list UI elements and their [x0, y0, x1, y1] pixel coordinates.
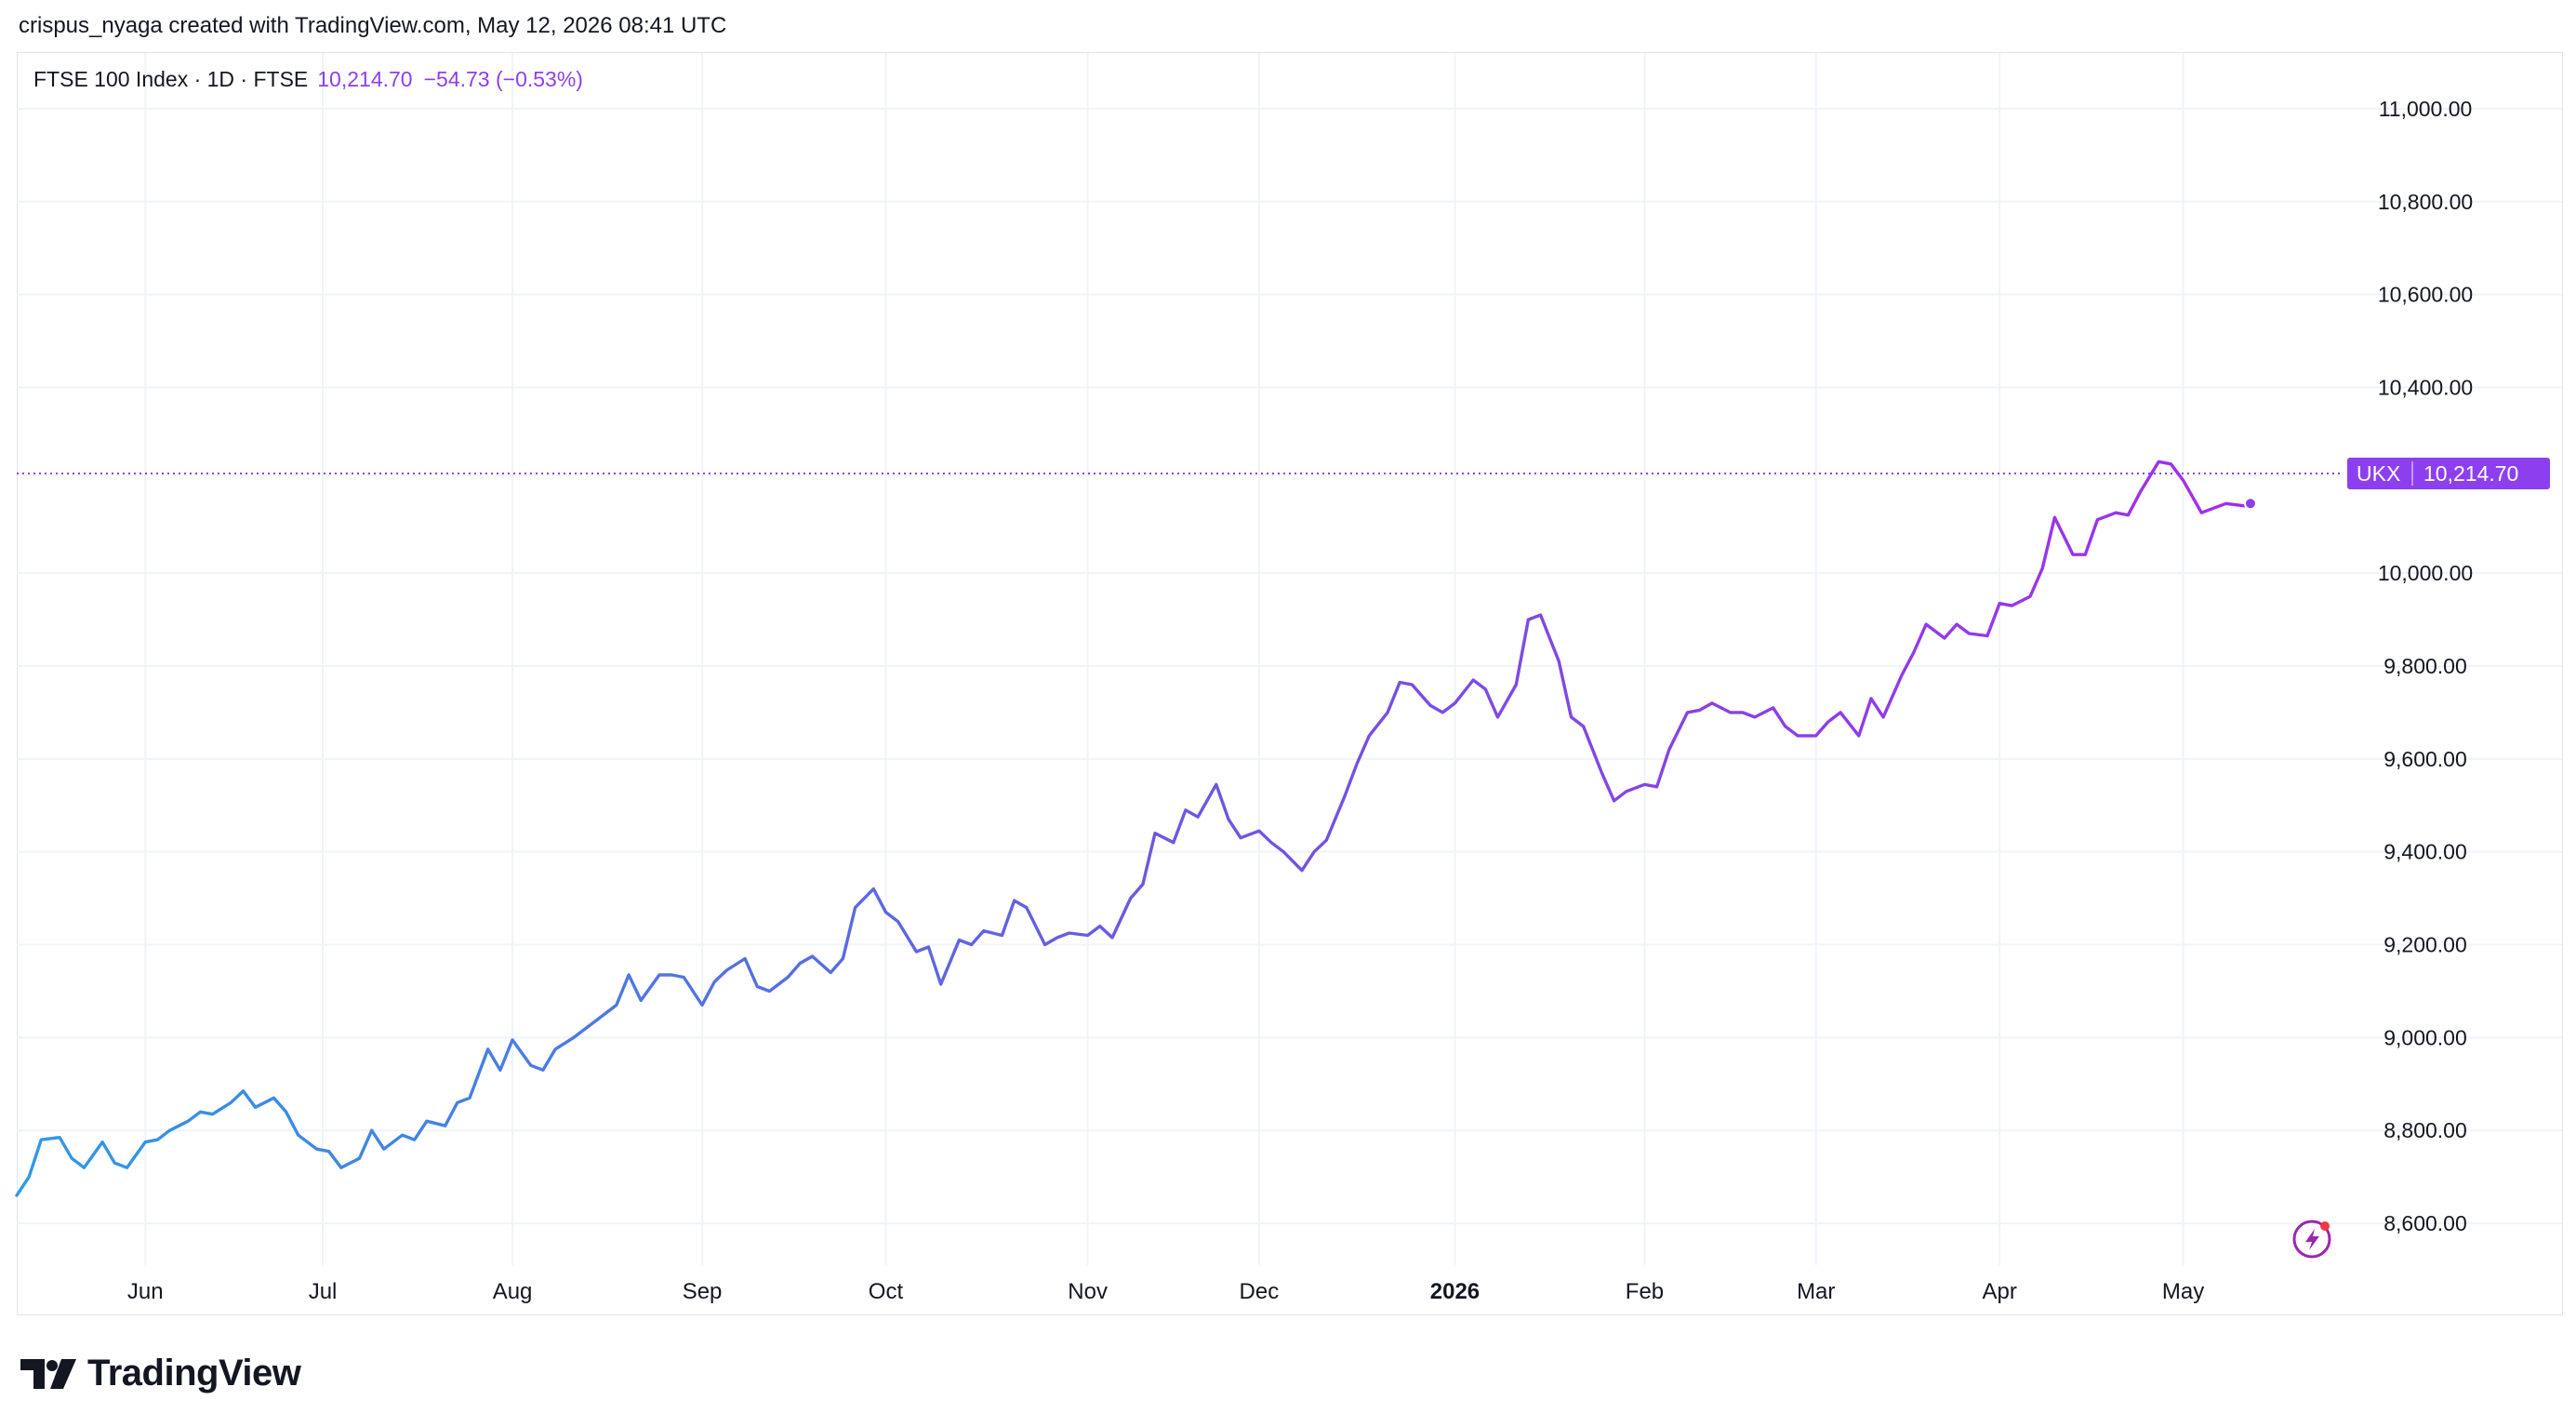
chart-frame [17, 52, 2563, 1315]
y-tick-label: 9,800.00 [2383, 654, 2467, 678]
price-tag-ticker: UKX [2357, 461, 2400, 486]
lightning-icon[interactable] [2292, 1220, 2331, 1259]
x-tick-label: Dec [1240, 1279, 1280, 1304]
chart-caption: crispus_nyaga created with TradingView.c… [19, 13, 727, 38]
y-tick-label: 10,600.00 [2378, 283, 2473, 307]
y-tick-label: 8,800.00 [2383, 1118, 2467, 1142]
y-tick-label: 9,000.00 [2383, 1025, 2467, 1049]
tradingview-logo[interactable]: TradingView [20, 1353, 301, 1394]
legend-change: −54.73 (−0.53%) [423, 67, 583, 91]
tradingview-wordmark: TradingView [87, 1353, 301, 1394]
tradingview-logo-icon [20, 1358, 76, 1389]
x-tick-label: Sep [683, 1279, 723, 1304]
chart-legend[interactable]: FTSE 100 Index · 1D · FTSE 10,214.70 −54.7… [33, 67, 583, 92]
x-tick-label: Jul [309, 1279, 338, 1304]
x-axis: Jun Jul Aug Sep Oct Nov Dec 2026 Feb Mar Apr May [127, 1279, 2204, 1304]
y-tick-label: 8,600.00 [2383, 1211, 2467, 1235]
x-tick-label: Feb [1626, 1279, 1664, 1304]
x-tick-label: Apr [1982, 1279, 2016, 1304]
x-tick-label: 2026 [1430, 1279, 1480, 1304]
x-tick-label: Oct [869, 1279, 904, 1304]
legend-symbol: FTSE 100 Index · 1D · FTSE [33, 67, 309, 91]
grid [17, 53, 2562, 1265]
y-tick-label: 10,000.00 [2378, 561, 2473, 585]
y-tick-label: 10,400.00 [2378, 375, 2473, 399]
last-price-dot [2243, 497, 2257, 511]
price-tag: UKX 10,214.70 [2347, 457, 2550, 489]
y-tick-label: 10,800.00 [2378, 190, 2473, 214]
price-chart[interactable]: 8,600.00 8,800.00 9,000.00 9,200.00 9,400.00… [0, 0, 2576, 1321]
x-tick-label: May [2162, 1279, 2204, 1304]
y-tick-label: 9,600.00 [2383, 747, 2467, 771]
series-line [15, 460, 2252, 1197]
y-axis: 8,600.00 8,800.00 9,000.00 9,200.00 9,400.00… [2378, 97, 2473, 1235]
y-tick-label: 9,200.00 [2383, 933, 2467, 957]
x-tick-label: Mar [1797, 1279, 1835, 1304]
legend-last-price: 10,214.70 [317, 67, 413, 91]
y-tick-label: 9,400.00 [2383, 840, 2467, 864]
y-tick-label: 11,000.00 [2379, 97, 2473, 121]
price-tag-value: 10,214.70 [2423, 461, 2518, 486]
x-tick-label: Jun [127, 1279, 164, 1304]
x-tick-label: Aug [493, 1279, 533, 1304]
x-tick-label: Nov [1068, 1279, 1108, 1304]
